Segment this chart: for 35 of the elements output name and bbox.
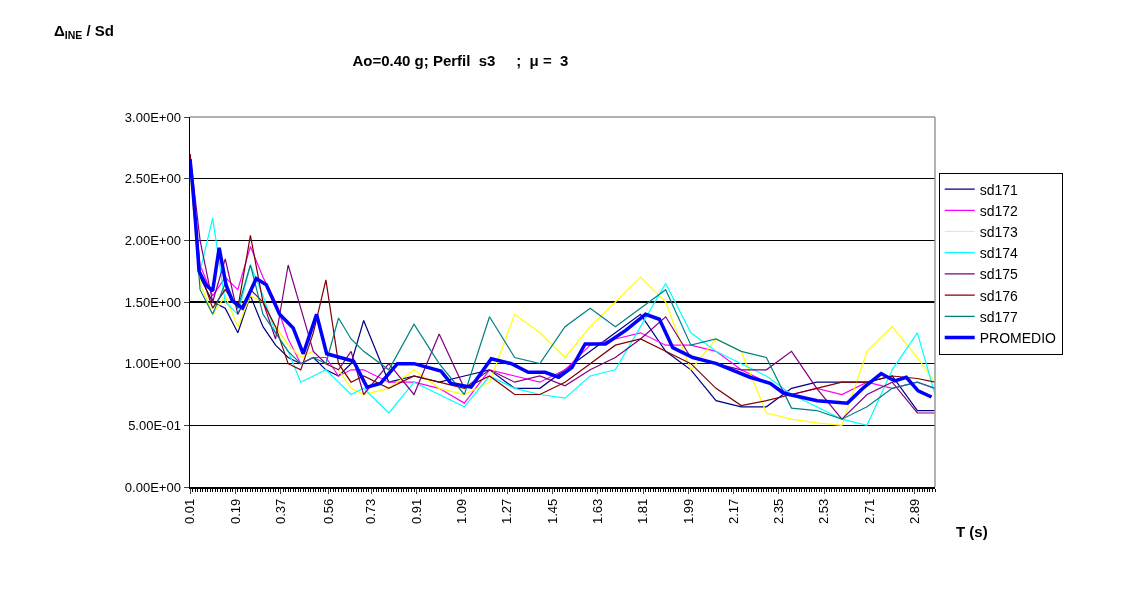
x-tick-label: 0.01	[182, 498, 198, 525]
y-tick-label: 3.00E+00	[124, 109, 181, 125]
y-tick-label: 0.00E+00	[124, 479, 181, 495]
x-tick-label: 0.56	[320, 498, 336, 525]
x-tick-label: 1.81	[635, 498, 651, 525]
y-tick-label: 1.00E+00	[124, 356, 181, 372]
x-tick-label: 0.19	[227, 498, 243, 525]
chart-title: Ao=0.40 g; Perfil s3 ; μ = 3	[352, 51, 569, 69]
x-tick-label: 1.27	[499, 498, 515, 525]
x-tick-label: 0.73	[363, 498, 379, 525]
x-tick-label: 1.63	[589, 498, 605, 525]
legend-label: sd177	[979, 308, 1019, 325]
legend-label: PROMEDIO	[979, 329, 1057, 346]
x-tick-label: 2.71	[861, 498, 877, 525]
legend-label: sd172	[979, 202, 1019, 219]
x-tick-label: 2.53	[816, 498, 832, 525]
x-tick-label: 1.09	[454, 498, 470, 525]
y-tick-label: 1.50E+00	[124, 294, 181, 310]
legend-label: sd171	[979, 181, 1019, 198]
x-tick-label: 2.89	[907, 498, 923, 525]
legend-label: sd174	[979, 245, 1019, 262]
legend-label: sd175	[979, 266, 1019, 283]
y-tick-label: 2.00E+00	[124, 232, 181, 248]
legend-label: sd176	[979, 287, 1019, 304]
x-tick-label: 0.91	[408, 498, 424, 525]
y-tick-label: 5.00E-01	[128, 417, 181, 433]
x-axis-title: T (s)	[956, 523, 988, 540]
legend-label: sd173	[979, 223, 1019, 240]
x-tick-label: 1.45	[544, 498, 560, 525]
y-tick-label: 2.50E+00	[124, 171, 181, 187]
x-tick-label: 0.37	[272, 498, 288, 525]
y-axis-title: Δ$_{INE}$ / Sd	[54, 22, 114, 42]
x-tick-label: 2.17	[725, 498, 741, 525]
x-tick-label: 2.35	[771, 498, 787, 525]
x-tick-label: 1.99	[680, 498, 696, 525]
